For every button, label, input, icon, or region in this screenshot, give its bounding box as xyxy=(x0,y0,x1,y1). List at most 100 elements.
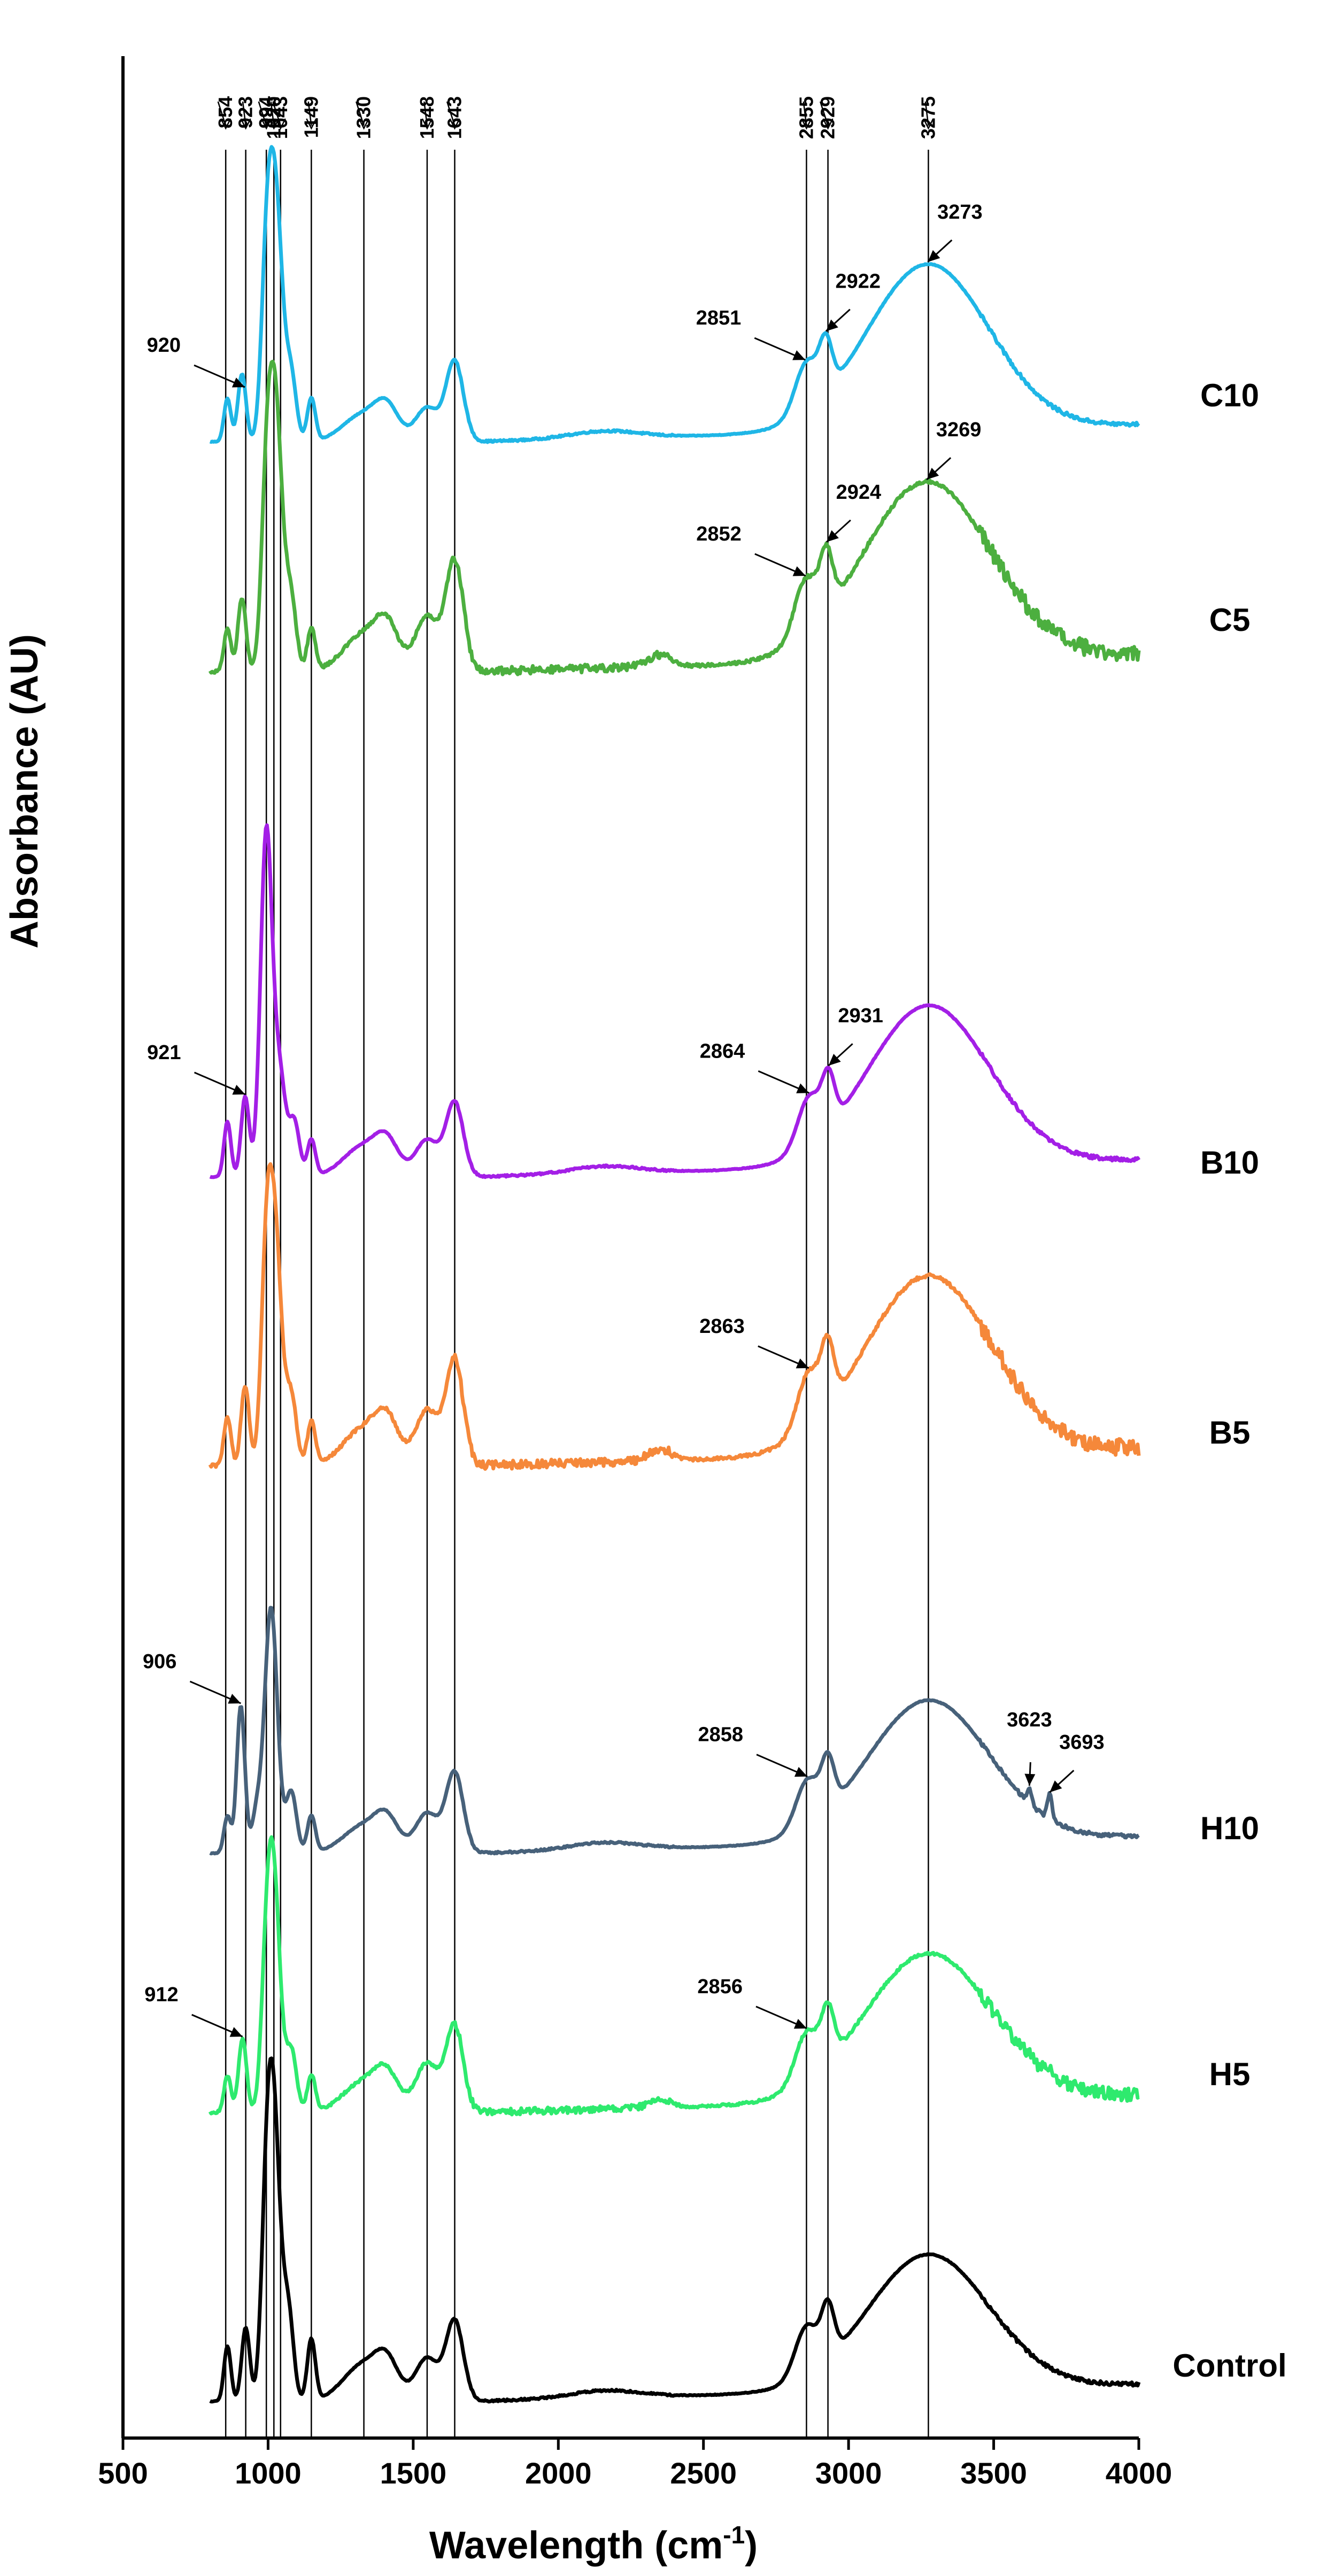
x-axis-title-superscript: -1 xyxy=(723,2521,745,2549)
annotation-arrowhead xyxy=(794,1767,808,1777)
x-tick-label-500: 500 xyxy=(98,2456,148,2490)
reference-label-2855: 2855 xyxy=(795,96,817,139)
annotation-c10-3273: 3273 xyxy=(927,201,983,263)
x-tick-label-1000: 1000 xyxy=(235,2456,302,2490)
series-label-c10: C10 xyxy=(1200,377,1259,413)
reference-label-1548: 1548 xyxy=(416,96,438,139)
x-tick-label-2500: 2500 xyxy=(670,2456,737,2490)
series-line-h5 xyxy=(208,1835,1140,2117)
annotation-label: 3693 xyxy=(1059,1731,1105,1754)
annotation-label: 2856 xyxy=(697,1976,743,1998)
annotation-label: 3623 xyxy=(1007,1709,1052,1731)
annotation-c10-2922: 2922 xyxy=(825,271,881,332)
annotation-b10-2931: 2931 xyxy=(828,1005,883,1067)
annotation-label: 2864 xyxy=(700,1040,745,1062)
annotation-arrowhead xyxy=(792,350,806,360)
annotation-label: 2922 xyxy=(836,271,881,293)
annotation-label: 2931 xyxy=(838,1005,883,1027)
annotation-label: 2858 xyxy=(698,1724,744,1746)
annotation-arrowhead xyxy=(796,1358,809,1369)
annotation-label: 3273 xyxy=(937,201,983,223)
annotation-label: 912 xyxy=(144,1984,178,2006)
series-line-c5 xyxy=(208,359,1141,676)
spectra-series xyxy=(208,145,1141,2404)
annotation-b10-2864: 2864 xyxy=(700,1040,809,1094)
series-labels: C10 C5 B10 B5 H10 H5 Control xyxy=(1172,377,1286,2384)
reference-arrow-1043 xyxy=(272,101,281,126)
annotation-arrowhead xyxy=(825,319,838,331)
annotation-arrowhead xyxy=(828,1053,841,1066)
annotation-arrowhead xyxy=(229,2027,243,2037)
reference-arrow-994 xyxy=(258,101,267,126)
reference-arrow-1020 xyxy=(270,101,275,126)
reference-arrowhead-854 xyxy=(220,118,232,130)
x-tick-label-3000: 3000 xyxy=(815,2456,882,2490)
reference-arrow-1548 xyxy=(423,101,428,126)
series-label-h10: H10 xyxy=(1200,1810,1259,1846)
x-tick-label-2000: 2000 xyxy=(525,2456,592,2490)
x-tick-label-1500: 1500 xyxy=(380,2456,447,2490)
reference-label-3275: 3275 xyxy=(917,96,939,139)
annotation-b5-2863: 2863 xyxy=(699,1315,809,1369)
annotation-arrowhead xyxy=(232,1084,245,1095)
series-line-c10 xyxy=(209,145,1140,444)
annotation-h5-912: 912 xyxy=(144,1984,243,2038)
series-line-control xyxy=(209,2056,1141,2404)
reference-arrowhead-994 xyxy=(261,118,272,130)
annotation-arrowhead xyxy=(793,2018,807,2029)
reference-arrowhead-1149 xyxy=(306,118,317,130)
reference-arrow-3275 xyxy=(924,101,929,126)
reference-arrow-854 xyxy=(217,101,227,126)
series-line-b5 xyxy=(208,1162,1141,1471)
series-label-h5: H5 xyxy=(1209,2056,1251,2092)
annotation-c5-3269: 3269 xyxy=(926,419,982,481)
reference-arrowhead-1548 xyxy=(421,118,433,130)
reference-arrowhead-3275 xyxy=(923,118,934,130)
x-axis-title-main: Wavelength (cm xyxy=(429,2524,723,2567)
annotation-arrowhead xyxy=(792,566,806,576)
reference-arrow-1330 xyxy=(355,101,365,126)
series-line-b10 xyxy=(209,823,1141,1179)
annotation-c10-920: 920 xyxy=(147,334,245,388)
annotation-label: 2863 xyxy=(699,1315,745,1338)
annotation-h10-3693: 3693 xyxy=(1049,1731,1105,1793)
annotation-arrowhead xyxy=(796,1083,809,1093)
y-axis-title: Absorbance (AU) xyxy=(3,634,46,948)
reference-arrowhead-923 xyxy=(240,118,251,130)
reference-arrowhead-1643 xyxy=(449,118,460,130)
reference-arrowhead-1330 xyxy=(358,118,369,130)
annotation-h5-2856: 2856 xyxy=(697,1976,807,2030)
annotation-label: 906 xyxy=(143,1651,176,1673)
series-label-c5: C5 xyxy=(1209,602,1251,638)
series-line-h10 xyxy=(209,1606,1140,1856)
annotation-label: 3269 xyxy=(936,419,982,441)
annotation-label: 920 xyxy=(147,334,181,357)
reference-arrowhead-2855 xyxy=(801,118,812,130)
reference-label-1149: 1149 xyxy=(300,96,322,138)
annotation-arrowhead xyxy=(928,250,940,262)
annotation-arrowhead xyxy=(1050,1780,1062,1793)
annotation-arrowhead xyxy=(232,377,245,388)
annotation-b10-921: 921 xyxy=(147,1042,246,1096)
reference-arrow-2855 xyxy=(803,101,807,126)
annotation-label: 2852 xyxy=(696,523,742,545)
annotation-arrowhead xyxy=(826,530,839,542)
peak-annotations: 920 2851 2922 3273 2852 2924 3269 921 2864 2931 28… xyxy=(143,201,1105,2038)
annotation-h10-2858: 2858 xyxy=(698,1724,808,1778)
annotation-arrowhead xyxy=(1024,1773,1036,1786)
reference-arrowhead-2929 xyxy=(822,118,834,130)
series-label-control: Control xyxy=(1172,2348,1286,2384)
reference-arrow-1643 xyxy=(446,101,456,126)
annotation-h10-906: 906 xyxy=(143,1651,241,1705)
annotation-label: 2851 xyxy=(696,307,742,329)
reference-arrow-2929 xyxy=(820,101,829,126)
reference-arrowhead-1043 xyxy=(275,118,286,130)
annotation-arrowhead xyxy=(927,467,939,480)
annotation-label: 921 xyxy=(147,1042,181,1064)
annotation-arrowhead xyxy=(228,1694,241,1704)
reference-arrow-1149 xyxy=(307,101,312,126)
annotation-c10-2851: 2851 xyxy=(696,307,806,361)
